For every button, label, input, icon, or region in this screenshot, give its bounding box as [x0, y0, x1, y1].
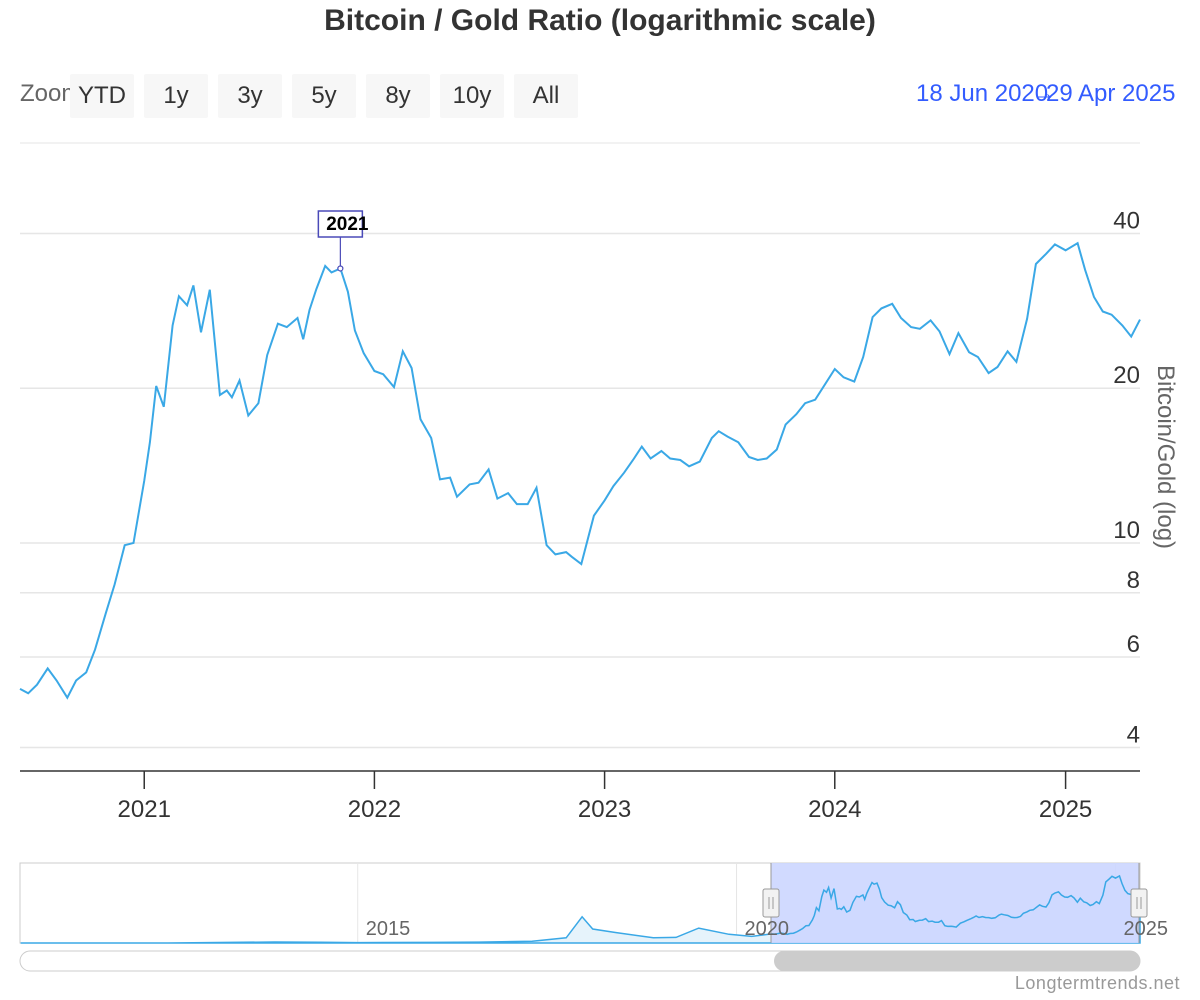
flag-point: [337, 265, 344, 272]
series-line-bitcoin-gold: [19, 241, 1141, 700]
x-tick-label-2024: 2024: [808, 796, 861, 823]
chart-title: Bitcoin / Gold Ratio (logarithmic scale): [324, 4, 876, 37]
scrollbar-thumb[interactable]: [774, 951, 1140, 971]
y-tick-label-10: 10: [1113, 517, 1140, 544]
zoom-all-button[interactable]: All: [514, 74, 578, 118]
y-tick-label-40: 40: [1113, 208, 1140, 235]
zoom-8y-button[interactable]: 8y: [366, 74, 430, 118]
y-tick-label-6: 6: [1127, 631, 1140, 658]
y-grid: [20, 232, 1140, 749]
navigator-x-ticks: 2015 2020 2025: [366, 918, 1168, 940]
y-tick-label-20: 20: [1113, 362, 1140, 389]
credits-link[interactable]: Longtermtrends.net: [1014, 973, 1180, 993]
navigator-left-handle[interactable]: [762, 888, 780, 918]
zoom-3y-button[interactable]: 3y: [218, 74, 282, 118]
flag-2021[interactable]: 2021: [317, 210, 369, 272]
y-tick-label-8: 8: [1127, 567, 1140, 594]
range-start-date[interactable]: 18 Jun 2020: [916, 80, 1049, 107]
range-end-date[interactable]: 29 Apr 2025: [1046, 80, 1176, 107]
y-axis-title: Bitcoin/Gold (log): [1152, 365, 1179, 549]
x-tick-label-2023: 2023: [578, 796, 631, 823]
flag-label: 2021: [326, 214, 369, 235]
x-tick-label-2022: 2022: [348, 796, 401, 823]
range-separator: →: [1032, 80, 1056, 107]
navigator-tick-label-2020: 2020: [745, 918, 790, 940]
navigator-right-handle[interactable]: [1130, 888, 1148, 918]
navigator-selection[interactable]: [771, 863, 1139, 943]
y-tick-label-4: 4: [1127, 721, 1140, 748]
zoom-10y-button[interactable]: 10y: [440, 74, 504, 118]
y-axis-ticks: 4 6 8 10 20 40: [1113, 208, 1140, 749]
x-tick-label-2025: 2025: [1039, 796, 1092, 823]
zoom-1y-button[interactable]: 1y: [144, 74, 208, 118]
zoom-ytd-button[interactable]: YTD: [70, 74, 134, 118]
x-tick-label-2021: 2021: [118, 796, 171, 823]
flag-box: [317, 210, 364, 238]
navigator-tick-label-2015: 2015: [366, 918, 411, 940]
zoom-5y-button[interactable]: 5y: [292, 74, 356, 118]
navigator-tick-label-2025: 2025: [1124, 918, 1169, 940]
navigator-series-selected: [771, 874, 1141, 936]
x-axis-ticks: 2021 2022 2023 2024 2025: [118, 771, 1092, 823]
